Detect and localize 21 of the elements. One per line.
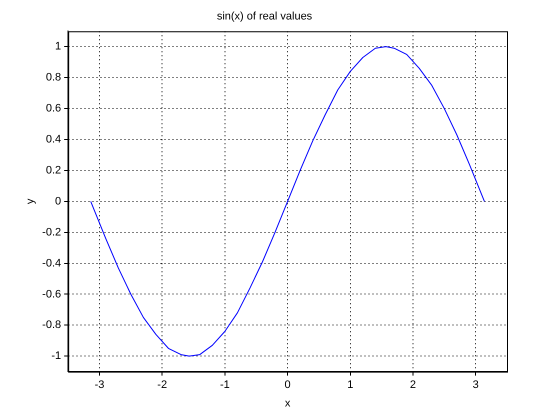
y-tick-label: -0.6 — [42, 288, 62, 300]
y-tick-label: 0.8 — [46, 72, 62, 84]
x-tick-label: -1 — [220, 379, 230, 392]
chart-title: sin(x) of real values — [216, 10, 313, 23]
y-tick-label: 0 — [55, 195, 62, 208]
x-tick-label: 0 — [284, 379, 291, 392]
x-tick-label: -2 — [157, 379, 168, 392]
y-tick-label: -0.4 — [42, 257, 62, 270]
y-axis-title: y — [24, 198, 37, 204]
x-axis-title: x — [284, 397, 291, 410]
y-tick-label: 0.6 — [46, 102, 62, 115]
x-tick-label: 2 — [410, 379, 416, 392]
y-tick-label: 0.4 — [46, 134, 62, 146]
x-tick-label: -3 — [94, 379, 104, 392]
x-tick-label: 1 — [347, 379, 354, 392]
y-tick-label: -1 — [51, 350, 62, 362]
y-tick-label: 0.2 — [46, 164, 62, 176]
y-tick-label: 1 — [55, 40, 62, 53]
x-tick-label: 3 — [472, 379, 479, 392]
y-tick-label: -0.8 — [42, 319, 62, 332]
y-tick-label: -0.2 — [42, 226, 62, 238]
